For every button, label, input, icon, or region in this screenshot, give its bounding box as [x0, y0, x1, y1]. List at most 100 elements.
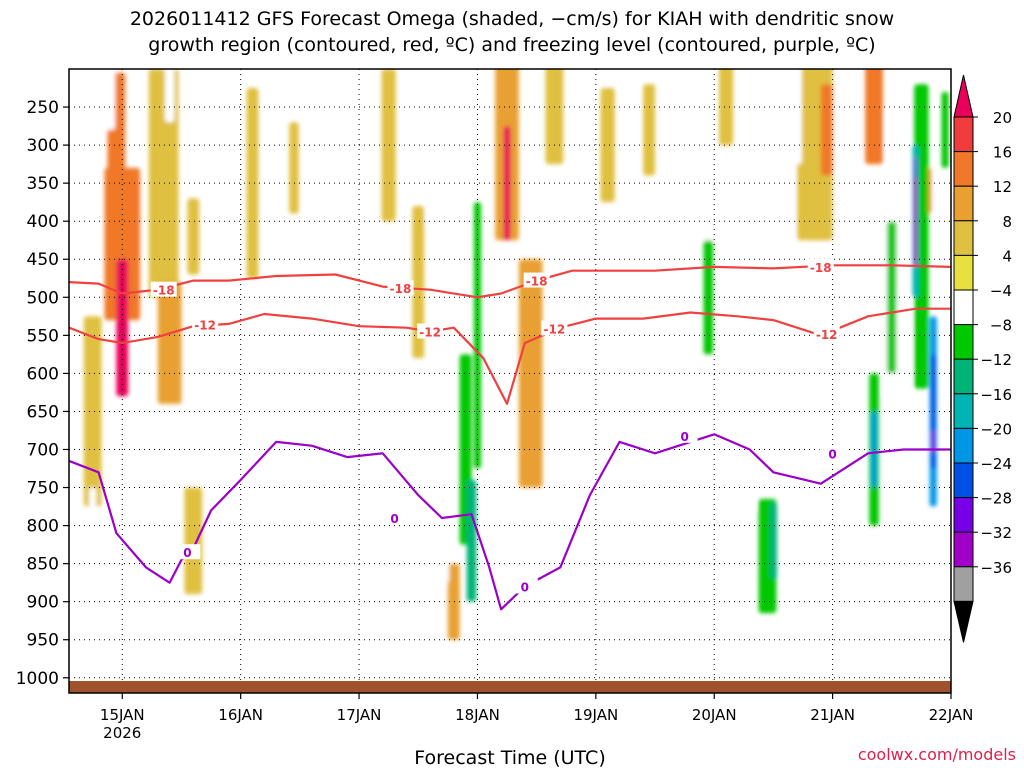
colorbar-label: −16 [980, 386, 1012, 404]
colorbar-label: 20 [993, 109, 1012, 127]
contour-label: 0 [828, 447, 836, 461]
x-tick-label: 19JAN [573, 706, 618, 724]
y-tick-label: 1000 [16, 669, 59, 689]
contour-label: 0 [521, 580, 529, 594]
contour-label: -12 [816, 328, 838, 342]
colorbar-segment [953, 324, 974, 360]
colorbar-label: −12 [980, 351, 1012, 369]
contour-label-bg [417, 323, 444, 339]
freezing-level-contour [69, 433, 951, 611]
colorbar-segment [953, 358, 974, 395]
omega-cell [887, 221, 897, 374]
colorbar-segment [953, 220, 974, 256]
omega-cell [820, 84, 833, 176]
contour-label-bg [174, 544, 201, 560]
x-tick-label: 22JAN [929, 706, 974, 724]
omega-cell [913, 175, 918, 267]
y-tick-label: 350 [27, 174, 59, 194]
omega-cell [381, 69, 396, 222]
colorbar-label: 16 [993, 144, 1012, 162]
colorbar-segment [953, 151, 974, 187]
contour-layer: -18 -18 -18 -18 -12 -12 -12 -12 0 0 0 0 0 [69, 258, 951, 611]
omega-cell [330, 107, 341, 229]
omega-cell [289, 122, 299, 214]
omega-cell [466, 479, 477, 602]
y-tick-label: 700 [27, 440, 59, 460]
contour-label-bg [387, 280, 414, 296]
contour-label-bg [813, 325, 840, 341]
contour-label: -18 [810, 261, 832, 275]
colorbar-label: −8 [990, 317, 1012, 335]
contour-label-bg [541, 320, 568, 336]
colorbar-segment [953, 531, 974, 568]
omega-cell [473, 202, 481, 469]
omega-cell [865, 69, 883, 165]
y-tick-label: 400 [27, 212, 59, 232]
contour-label: -12 [194, 319, 216, 333]
colorbar-segment [953, 427, 974, 464]
x-tick-label: 18JAN [455, 706, 500, 724]
colorbar-segment [953, 185, 974, 222]
colorbar-segment [953, 393, 974, 429]
contour-label-bg [511, 578, 538, 594]
colorbar-segment [953, 116, 974, 153]
colorbar-label: 8 [1002, 213, 1012, 231]
colorbar-label: −24 [980, 455, 1012, 473]
omega-cell [835, 453, 854, 568]
y-tick-label: 250 [27, 98, 59, 118]
omega-cell [148, 69, 179, 298]
omega-shading-layer [83, 69, 949, 640]
colorbar-segment [953, 289, 974, 326]
y-tick-label: 550 [27, 326, 59, 346]
omega-cell [157, 282, 182, 404]
colorbar-segment [953, 254, 974, 291]
omega-cell [941, 91, 949, 168]
y-tick-label: 500 [27, 288, 59, 308]
credit-text: coolwx.com/models [858, 745, 1016, 764]
omega-cell [703, 240, 714, 355]
grid-lines [69, 69, 951, 693]
chart-title-line1: 2026011412 GFS Forecast Omega (shaded, −… [130, 8, 894, 30]
omega-cell [545, 69, 564, 165]
omega-cell [503, 126, 511, 241]
y-tick-label: 600 [27, 364, 59, 384]
y-tick-label: 750 [27, 479, 59, 499]
omega-cell [83, 316, 102, 507]
omega-cell [643, 84, 656, 176]
omega-cell [792, 373, 802, 435]
contour-label: -18 [526, 275, 548, 289]
omega-cell [787, 167, 795, 245]
x-axis-label: Forecast Time (UTC) [414, 747, 605, 768]
contour-label: -18 [390, 282, 412, 296]
x-tick-label: 15JAN [100, 706, 145, 724]
contour-label: -18 [153, 284, 175, 298]
omega-cell [246, 88, 259, 279]
omega-cell [718, 69, 734, 146]
omega-cell [426, 137, 434, 229]
colorbar-segment [953, 566, 974, 602]
contour-label-bg [381, 509, 408, 525]
chart-title-line2: growth region (contoured, red, ºC) and f… [148, 34, 875, 56]
omega-cell [769, 502, 777, 579]
contour-label: 0 [680, 430, 688, 444]
x-tick-sublabel: 2026 [103, 724, 141, 742]
colorbar-top-arrow [953, 74, 974, 118]
y-tick-label: 950 [27, 631, 59, 651]
contour-label: 0 [183, 546, 191, 560]
colorbar-label: −28 [980, 490, 1012, 508]
contour-label-bg [671, 427, 698, 443]
omega-cell [758, 304, 766, 381]
contour-label: -12 [419, 326, 441, 340]
x-tick-label: 17JAN [337, 706, 382, 724]
colorbar-label: 12 [993, 178, 1012, 196]
y-tick-label: 900 [27, 593, 59, 613]
omega-cell [184, 487, 203, 595]
omega-cell [187, 198, 200, 275]
omega-cell [105, 69, 116, 130]
surface-ground-strip [69, 681, 951, 693]
omega-cell [434, 468, 450, 583]
omega-cell [412, 205, 425, 359]
omega-cell [341, 464, 354, 557]
